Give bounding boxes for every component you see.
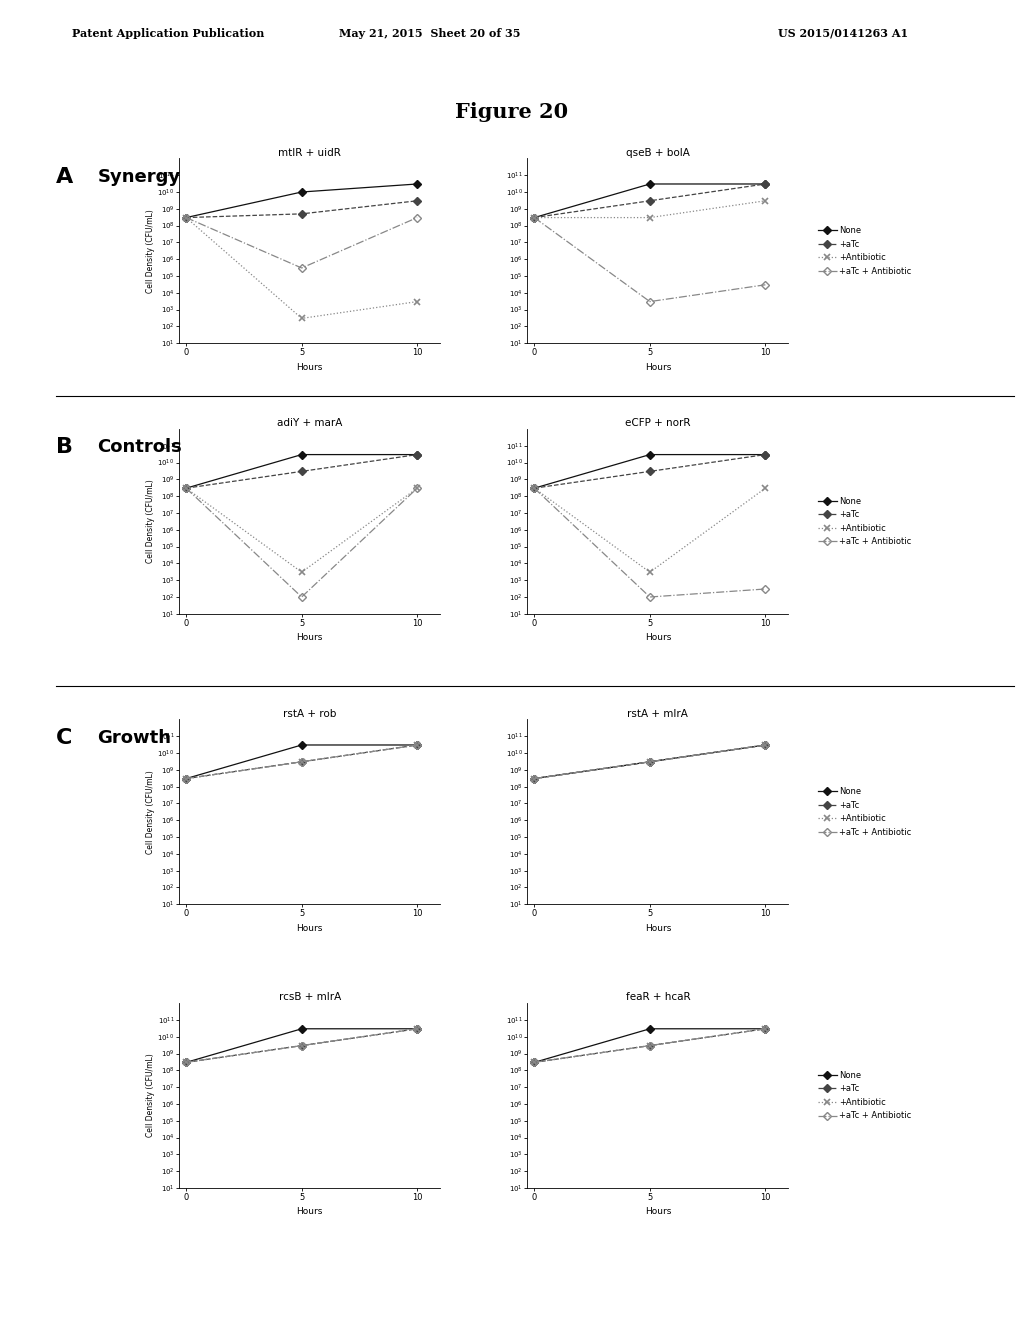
- Title: feaR + hcaR: feaR + hcaR: [626, 993, 690, 1002]
- Title: eCFP + norR: eCFP + norR: [626, 418, 690, 428]
- Title: qseB + bolA: qseB + bolA: [626, 148, 690, 157]
- Text: Growth: Growth: [97, 729, 171, 747]
- Text: Patent Application Publication: Patent Application Publication: [72, 28, 264, 38]
- Legend: None, +aTc, +Antibiotic, +aTc + Antibiotic: None, +aTc, +Antibiotic, +aTc + Antibiot…: [818, 496, 911, 546]
- X-axis label: Hours: Hours: [645, 1208, 671, 1217]
- Legend: None, +aTc, +Antibiotic, +aTc + Antibiotic: None, +aTc, +Antibiotic, +aTc + Antibiot…: [818, 1071, 911, 1121]
- X-axis label: Hours: Hours: [645, 924, 671, 933]
- Y-axis label: Cell Density (CFU/mL): Cell Density (CFU/mL): [145, 1053, 155, 1138]
- Text: Synergy: Synergy: [97, 168, 180, 186]
- Y-axis label: Cell Density (CFU/mL): Cell Density (CFU/mL): [145, 479, 155, 564]
- Y-axis label: Cell Density (CFU/mL): Cell Density (CFU/mL): [145, 209, 155, 293]
- Text: US 2015/0141263 A1: US 2015/0141263 A1: [778, 28, 908, 38]
- Text: Figure 20: Figure 20: [456, 102, 568, 123]
- Title: mtlR + uidR: mtlR + uidR: [279, 148, 341, 157]
- X-axis label: Hours: Hours: [645, 363, 671, 372]
- Text: A: A: [56, 166, 74, 187]
- X-axis label: Hours: Hours: [297, 924, 323, 933]
- X-axis label: Hours: Hours: [297, 1208, 323, 1217]
- Title: adiY + marA: adiY + marA: [278, 418, 342, 428]
- Title: rstA + mlrA: rstA + mlrA: [628, 709, 688, 718]
- Title: rstA + rob: rstA + rob: [283, 709, 337, 718]
- Text: B: B: [56, 437, 74, 458]
- Title: rcsB + mlrA: rcsB + mlrA: [279, 993, 341, 1002]
- Y-axis label: Cell Density (CFU/mL): Cell Density (CFU/mL): [145, 770, 155, 854]
- Text: Controls: Controls: [97, 438, 182, 457]
- X-axis label: Hours: Hours: [645, 634, 671, 643]
- Text: C: C: [56, 727, 73, 748]
- Text: May 21, 2015  Sheet 20 of 35: May 21, 2015 Sheet 20 of 35: [339, 28, 521, 38]
- Legend: None, +aTc, +Antibiotic, +aTc + Antibiotic: None, +aTc, +Antibiotic, +aTc + Antibiot…: [818, 787, 911, 837]
- X-axis label: Hours: Hours: [297, 363, 323, 372]
- X-axis label: Hours: Hours: [297, 634, 323, 643]
- Legend: None, +aTc, +Antibiotic, +aTc + Antibiotic: None, +aTc, +Antibiotic, +aTc + Antibiot…: [818, 226, 911, 276]
